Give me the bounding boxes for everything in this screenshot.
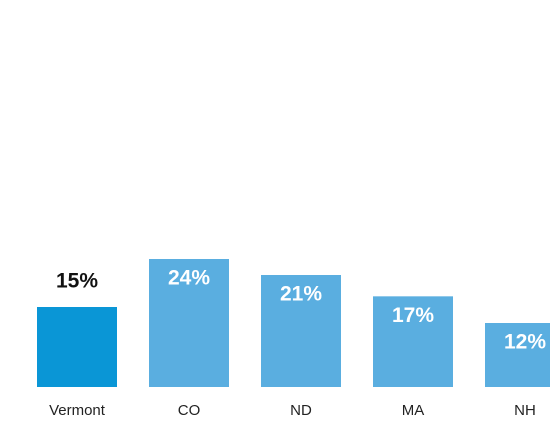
bar (149, 259, 229, 387)
value-label: 12% (504, 331, 546, 354)
bar (485, 323, 550, 387)
bar (261, 275, 341, 387)
x-tick-label: ND (290, 402, 312, 419)
x-tick-label: MA (402, 402, 425, 419)
bar (373, 296, 453, 387)
value-label: 17% (392, 304, 434, 327)
value-label: 15% (56, 270, 98, 293)
x-tick-label: CO (178, 402, 201, 419)
x-tick-label: Vermont (49, 402, 106, 419)
value-label: 24% (168, 267, 210, 290)
x-tick-label: NH (514, 402, 536, 419)
value-label: 21% (280, 283, 322, 306)
bar (37, 307, 117, 387)
